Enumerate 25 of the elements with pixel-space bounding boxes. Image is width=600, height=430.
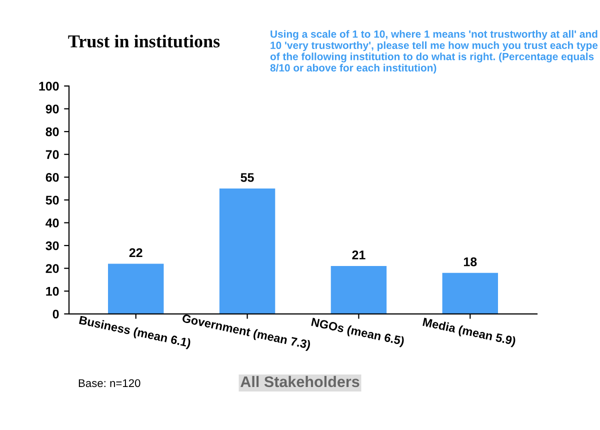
bar [330,266,387,314]
data-label: 18 [464,257,477,266]
y-tick-label: 70 [46,150,59,160]
y-tick-label: 20 [46,264,59,273]
y-tick-label: 0 [52,310,59,319]
y-tick-label: 90 [46,104,59,114]
y-tick-label: 30 [46,241,59,250]
chart-title: Trust in institutions [68,34,220,48]
y-tick-label: 50 [46,196,59,205]
y-tick-label: 10 [46,286,59,296]
bar [219,188,276,314]
bar [442,272,498,314]
data-label: 21 [352,250,366,260]
data-label: 55 [240,173,254,182]
y-tick-label: 40 [46,218,59,228]
bar [108,264,164,314]
text: Base: n=120 [78,379,140,388]
y-tick-label: 80 [46,127,59,136]
x-tick-label: NGOs (mean 6.5) [310,317,405,348]
text: All Stakeholders [240,376,360,388]
y-tick-label: 100 [39,82,59,91]
x-tick-label: Media (mean 5.9) [422,317,516,348]
y-tick-label: 60 [46,172,59,182]
text: Using a scale of 1 to 10, where 1 means 'not trustworthy at all' and 10 'very trustworthy', please tell me how much you trust each type of the following institution to do what is right. (Percentage equals 8/10 or above for each institution) [270,30,598,74]
data-label: 22 [129,248,142,257]
